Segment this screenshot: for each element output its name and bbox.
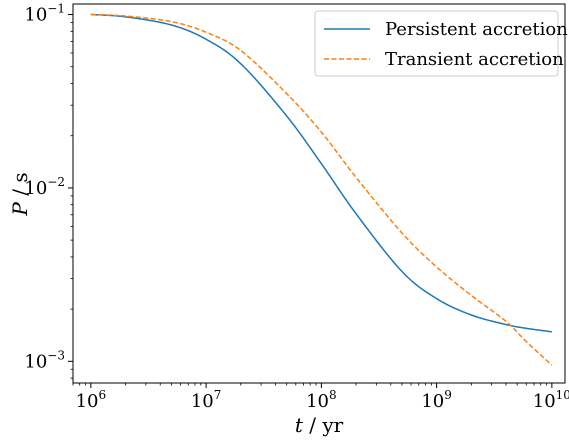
x-tick-label: 106 — [76, 388, 107, 412]
x-axis-var: t — [295, 413, 304, 437]
y-tick-label: 10−2 — [24, 175, 65, 199]
y-tick-label: 10−1 — [24, 2, 65, 26]
x-tick-label: 1010 — [533, 388, 569, 412]
x-axis-unit: yr — [321, 413, 343, 437]
x-tick-label: 109 — [421, 388, 452, 412]
x-tick-label: 108 — [306, 388, 337, 412]
y-axis-unit: s — [8, 172, 32, 182]
legend-label-transient: Transient accretion — [385, 49, 564, 70]
x-axis-label: t / yr — [295, 413, 344, 437]
plot-frame — [72, 3, 566, 384]
series-persistent — [90, 13, 552, 333]
y-tick-label: 10−3 — [24, 348, 65, 372]
x-tick-label: 107 — [191, 388, 222, 412]
y-axis-label: P / s — [8, 172, 32, 216]
legend-label-persistent: Persistent accretion — [385, 19, 568, 40]
series-layer — [90, 13, 553, 366]
y-axis-var: P — [8, 202, 32, 217]
ticks-layer: 106 107 108 109 1010 10−1 10−2 10−3 — [24, 2, 569, 412]
legend: Persistent accretion Transient accretion — [314, 10, 568, 77]
legend-box — [314, 10, 559, 77]
series-line — [90, 13, 552, 333]
